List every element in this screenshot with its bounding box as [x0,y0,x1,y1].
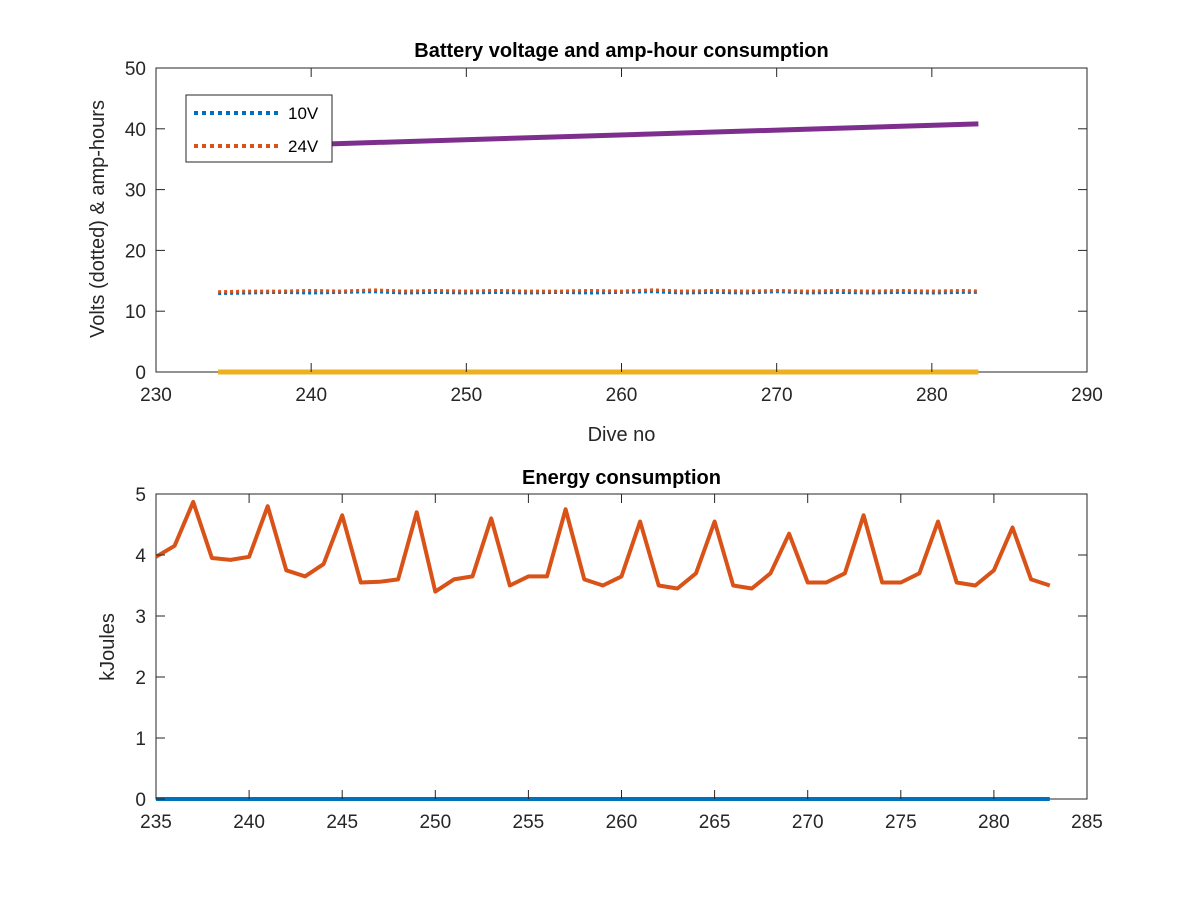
y-tick-label: 0 [135,363,146,384]
y-tick-label: 20 [125,241,146,262]
x-tick-label: 260 [606,812,638,833]
legend-box [185,94,333,163]
x-tick-label: 270 [761,385,793,406]
chart-title: Energy consumption [522,467,721,489]
y-axis-label: Volts (dotted) & amp-hours [87,100,109,338]
tick-group: 230 240 250 260 270 280 290 0 10 20 30 40 50 [125,59,1103,406]
x-tick-label: 270 [792,812,824,833]
x-tick-label: 240 [295,385,327,406]
x-tick-label: 260 [606,385,638,406]
x-tick-label: 285 [1071,812,1103,833]
x-tick-label: 235 [140,812,172,833]
x-tick-label: 290 [1071,385,1103,406]
x-tick-label: 250 [419,812,451,833]
y-tick-label: 40 [125,120,146,141]
x-tick-label: 250 [450,385,482,406]
y-tick-label: 30 [125,181,146,202]
voltage-amp-hour-chart: 230 240 250 260 270 280 290 0 10 20 30 40 50 Battery… [87,40,1103,446]
x-tick-label: 240 [233,812,265,833]
x-tick-label: 245 [326,812,358,833]
series-line-4 [326,121,979,147]
y-tick-label: 1 [135,729,146,750]
y-tick-label: 10 [125,302,146,323]
x-tick-label: 265 [699,812,731,833]
legend-label-10v: 10V [288,104,319,123]
x-tick-label: 280 [916,385,948,406]
chart-title: Battery voltage and amp-hour consumption [414,40,828,62]
series-line-2 [154,499,1051,594]
y-tick-label: 3 [135,607,146,628]
energy-consumption-chart: 235 240 245 250 255 260 265 270 275 280 285012345 … [97,467,1103,833]
legend-label-24v: 24V [288,137,319,156]
y-tick-label: 4 [135,546,146,567]
legend: 10V 24V [185,94,333,163]
y-tick-label: 2 [135,668,146,689]
tick-group: 235 240 245 250 255 260 265 270 275 280 285 0 1 2 3 4 5 [135,485,1102,833]
x-axis-label: Dive no [588,424,656,446]
x-tick-label: 230 [140,385,172,406]
y-tick-label: 5 [135,485,146,506]
series-group [218,121,979,375]
x-tick-label: 275 [885,812,917,833]
x-tick-label: 255 [513,812,545,833]
plot-area [155,493,1088,800]
y-tick-label: 0 [135,790,146,811]
x-tick-label: 280 [978,812,1010,833]
y-tick-label: 50 [125,59,146,80]
y-axis-label: kJoules [97,613,119,681]
